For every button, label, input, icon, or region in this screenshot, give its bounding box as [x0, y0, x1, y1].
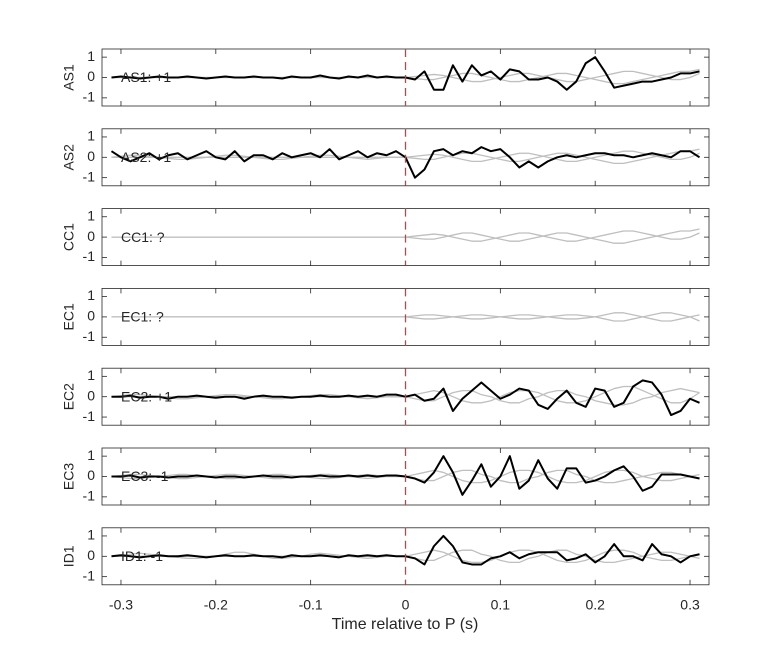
y-tick-label: 0 — [87, 547, 95, 563]
y-axis-label: AS1 — [61, 64, 77, 91]
x-tick-label: 0 — [402, 597, 410, 613]
annotation: AS2: +1 — [121, 149, 171, 165]
y-tick-label: -1 — [83, 408, 96, 424]
y-axis-label: ID1 — [61, 545, 77, 567]
y-tick-label: 1 — [87, 527, 95, 543]
x-tick-label: -0.3 — [109, 597, 133, 613]
y-tick-label: -1 — [83, 328, 96, 344]
y-tick-label: -1 — [83, 488, 96, 504]
y-tick-label: 0 — [87, 228, 95, 244]
annotation: EC3: -1 — [121, 468, 169, 484]
y-axis-label: AS2 — [61, 144, 77, 171]
annotation: ID1: -1 — [121, 548, 163, 564]
x-axis-label: Time relative to P (s) — [332, 616, 479, 633]
y-tick-label: 1 — [87, 128, 95, 144]
x-tick-label: 0.2 — [585, 597, 605, 613]
x-tick-label: 0.3 — [680, 597, 700, 613]
annotation: EC1: ? — [121, 309, 164, 325]
y-tick-label: 0 — [87, 148, 95, 164]
y-tick-label: 0 — [87, 68, 95, 84]
y-tick-label: 1 — [87, 287, 95, 303]
x-tick-label: -0.2 — [204, 597, 228, 613]
y-tick-label: 1 — [87, 207, 95, 223]
annotation: CC1: ? — [121, 229, 165, 245]
annotation: AS1: +1 — [121, 69, 171, 85]
y-tick-label: 0 — [87, 387, 95, 403]
x-tick-label: -0.1 — [299, 597, 323, 613]
y-tick-label: -1 — [83, 89, 96, 105]
y-tick-label: 0 — [87, 467, 95, 483]
y-tick-label: 1 — [87, 367, 95, 383]
y-tick-label: 1 — [87, 447, 95, 463]
y-tick-label: 0 — [87, 308, 95, 324]
annotation: EC2: +1 — [121, 388, 172, 404]
y-tick-label: 1 — [87, 48, 95, 64]
y-axis-label: EC2 — [61, 383, 77, 410]
x-tick-label: 0.1 — [491, 597, 511, 613]
y-axis-label: EC1 — [61, 303, 77, 330]
y-tick-label: -1 — [83, 567, 96, 583]
y-axis-label: EC3 — [61, 463, 77, 490]
y-tick-label: -1 — [83, 248, 96, 264]
y-tick-label: -1 — [83, 168, 96, 184]
y-axis-label: CC1 — [61, 223, 77, 251]
